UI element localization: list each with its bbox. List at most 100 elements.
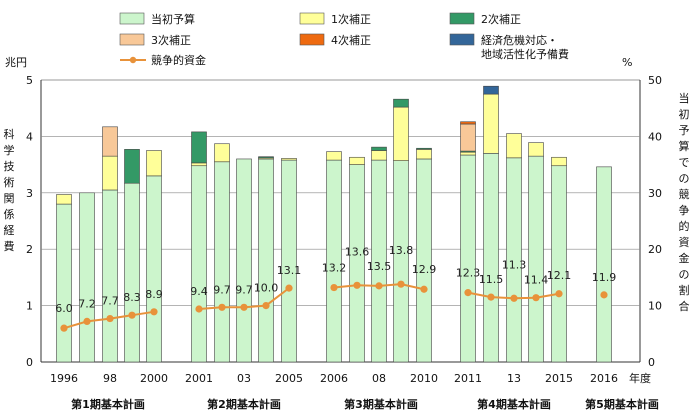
group-label: 第5期基本計画 [585, 397, 659, 411]
line-point [375, 282, 383, 290]
legend-label: 4次補正 [331, 33, 371, 47]
data-label: 13.6 [345, 245, 370, 258]
line-point [532, 294, 540, 302]
left-axis-unit: 兆円 [5, 56, 27, 69]
bar-segment [214, 143, 230, 163]
legend-label: 1次補正 [331, 12, 371, 26]
legend-swatch [449, 33, 475, 46]
line-point [106, 314, 114, 323]
bar-segment [102, 189, 118, 363]
bar-segment [371, 150, 387, 161]
x-axis-suffix: 年度 [629, 371, 651, 385]
bar-segment [460, 151, 476, 156]
x-tick-label: 2011 [454, 372, 482, 385]
data-label: 13.8 [389, 244, 414, 257]
bar-segment [393, 160, 409, 363]
bar-segment [551, 165, 567, 363]
left-axis-label-char: 経 [4, 224, 15, 237]
legend-label: 経済危機対応・ [481, 33, 558, 47]
data-label: 13.2 [322, 262, 347, 275]
bar-segment [146, 175, 162, 363]
group-label: 第2期基本計画 [207, 397, 281, 411]
legend-swatch [449, 12, 475, 25]
data-label: 12.9 [412, 263, 437, 276]
bar-segment [326, 151, 342, 161]
bar-segment [349, 164, 365, 363]
left-tick-label: 4 [26, 130, 33, 143]
left-axis-label-char: 係 [4, 208, 15, 221]
bar-segment [214, 161, 230, 363]
left-tick-label: 0 [26, 356, 33, 369]
bar-segment [528, 142, 544, 157]
bar-segment [460, 121, 476, 125]
line-point [128, 311, 136, 319]
line-point [150, 308, 158, 316]
group-label: 第1期基本計画 [71, 397, 145, 411]
right-axis-label-char: 当 [679, 91, 690, 105]
bar-segment [371, 146, 387, 151]
bar-segment [146, 150, 162, 177]
x-tick-label: 98 [103, 372, 117, 385]
legend-swatch [119, 33, 145, 46]
left-axis-label-char: 科 [4, 127, 15, 141]
legend-swatch [299, 33, 325, 46]
bar-segment [460, 154, 476, 363]
bar-segment [551, 156, 567, 167]
bar-segment [258, 158, 274, 363]
bar-segment [191, 162, 207, 167]
left-tick-label: 1 [26, 300, 33, 313]
data-label: 8.9 [145, 288, 163, 301]
bar-segment [416, 149, 432, 160]
line-point [218, 303, 226, 311]
legend-swatch [119, 12, 145, 25]
x-tick-label: 08 [372, 372, 386, 385]
right-axis-label-char: の [679, 172, 690, 185]
line-point [330, 283, 338, 292]
data-label: 13.1 [277, 264, 302, 277]
bar-segment [236, 158, 252, 363]
right-axis-label-char: 的 [679, 219, 690, 233]
bar-segment [191, 131, 207, 164]
data-label: 9.7 [213, 283, 231, 296]
bar-segment [528, 155, 544, 363]
legend-label: 競争的資金 [151, 53, 206, 67]
right-axis-label-char: 資 [679, 236, 690, 249]
right-axis-label-char: で [679, 156, 690, 169]
legend-line-marker [129, 56, 137, 64]
group-label: 第3期基本計画 [344, 397, 418, 411]
left-axis-label-char: 技 [4, 160, 15, 173]
line-point [285, 284, 293, 292]
bar-segment [79, 192, 95, 363]
bar-segment [124, 149, 140, 184]
right-axis-label-char: 初 [679, 107, 690, 121]
legend-label: 2次補正 [481, 12, 521, 26]
bar-segment [596, 166, 612, 363]
bar-segment [506, 133, 522, 159]
bar-segment [416, 147, 432, 150]
bar-segment [483, 93, 499, 154]
data-label: 11.9 [592, 271, 617, 284]
x-tick-label: 2006 [320, 372, 348, 385]
line-point [60, 324, 68, 332]
legend-label: 当初予算 [151, 12, 195, 26]
data-label: 6.0 [55, 302, 73, 315]
right-tick-label: 10 [648, 300, 662, 313]
right-axis-label-char: 争 [679, 203, 690, 217]
x-tick-label: 2001 [185, 372, 213, 385]
legend-label: 3次補正 [151, 33, 191, 47]
line-point [83, 317, 91, 325]
bar-segment [393, 106, 409, 161]
left-axis-label-char: 費 [4, 239, 15, 253]
x-tick-label: 1996 [50, 372, 78, 385]
x-tick-label: 2015 [545, 372, 573, 385]
x-tick-label: 03 [237, 372, 251, 385]
data-label: 9.4 [190, 285, 208, 298]
data-label: 11.3 [502, 258, 527, 271]
bar-segment [56, 203, 72, 363]
x-tick-label: 13 [507, 372, 521, 385]
bar-segment [56, 194, 72, 205]
data-label: 11.4 [524, 274, 549, 287]
line-point [195, 305, 203, 313]
right-axis-label-char: 算 [679, 139, 690, 153]
